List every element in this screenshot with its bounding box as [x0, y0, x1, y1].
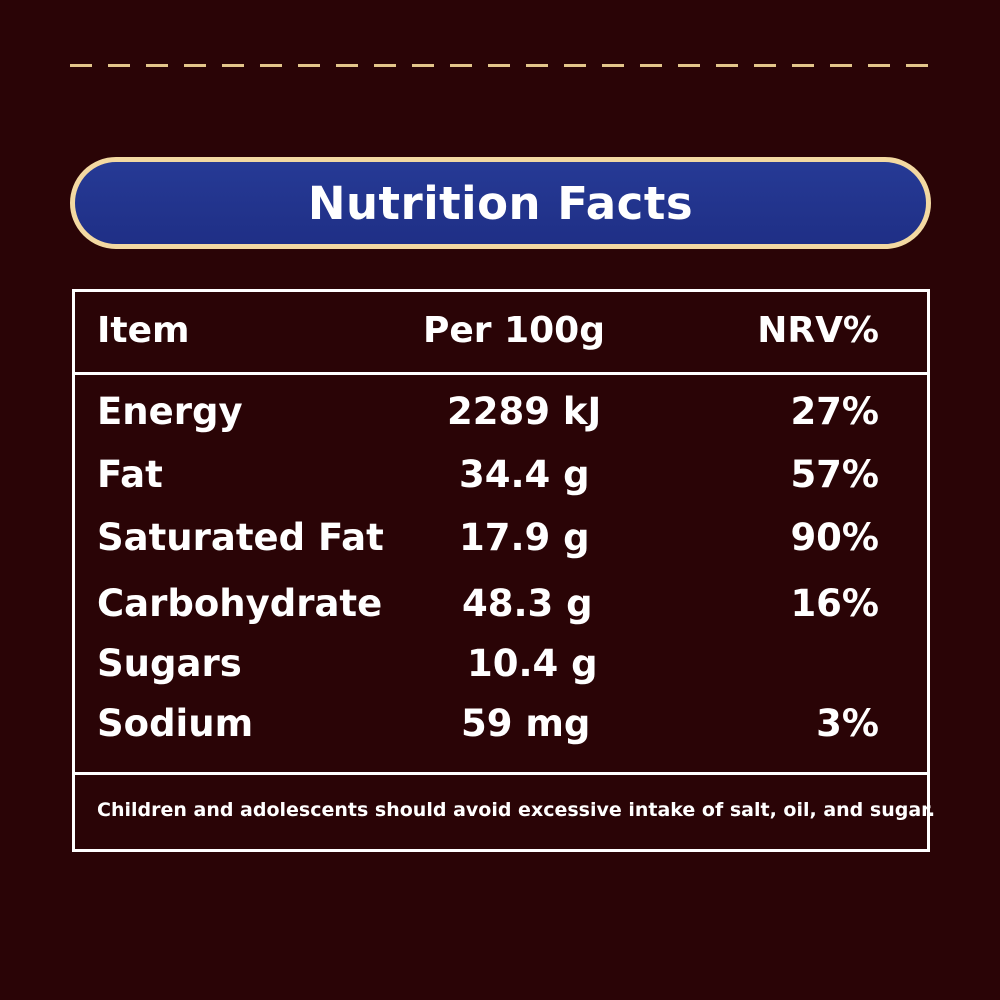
table-row: Carbohydrate 48.3 g 16%	[75, 582, 927, 644]
row-nrv: 57%	[790, 453, 879, 496]
row-item: Carbohydrate	[97, 582, 383, 625]
header-per-100g: Per 100g	[423, 310, 606, 351]
row-per-100g: 2289 kJ	[447, 390, 602, 433]
row-item: Sodium	[97, 702, 254, 745]
table-row: Saturated Fat 17.9 g 90%	[75, 516, 927, 578]
footer-divider	[75, 772, 927, 775]
row-item: Fat	[97, 453, 163, 496]
table-row: Fat 34.4 g 57%	[75, 453, 927, 515]
row-nrv: 16%	[790, 582, 879, 625]
page-title: Nutrition Facts	[307, 176, 694, 230]
row-per-100g: 48.3 g	[462, 582, 593, 625]
row-nrv: 27%	[790, 390, 879, 433]
header-nrv: NRV%	[757, 310, 879, 351]
row-per-100g: 17.9 g	[459, 516, 590, 559]
table-header-row: Item Per 100g NRV%	[75, 292, 927, 375]
title-banner: Nutrition Facts	[70, 157, 931, 249]
nutrition-table: Item Per 100g NRV% Energy 2289 kJ 27% Fa…	[72, 289, 935, 852]
row-per-100g: 59 mg	[461, 702, 591, 745]
row-item: Energy	[97, 390, 243, 433]
row-nrv: 90%	[790, 516, 879, 559]
row-item: Sugars	[97, 642, 242, 685]
table-row: Energy 2289 kJ 27%	[75, 390, 927, 452]
row-nrv: 3%	[816, 702, 879, 745]
row-item: Saturated Fat	[97, 516, 384, 559]
table-row: Sugars 10.4 g	[75, 642, 927, 704]
decorative-dashed-line	[70, 64, 936, 67]
footer-note: Children and adolescents should avoid ex…	[97, 799, 936, 821]
table-row: Sodium 59 mg 3%	[75, 702, 927, 764]
row-per-100g: 10.4 g	[467, 642, 598, 685]
row-per-100g: 34.4 g	[459, 453, 590, 496]
header-item: Item	[97, 310, 190, 351]
